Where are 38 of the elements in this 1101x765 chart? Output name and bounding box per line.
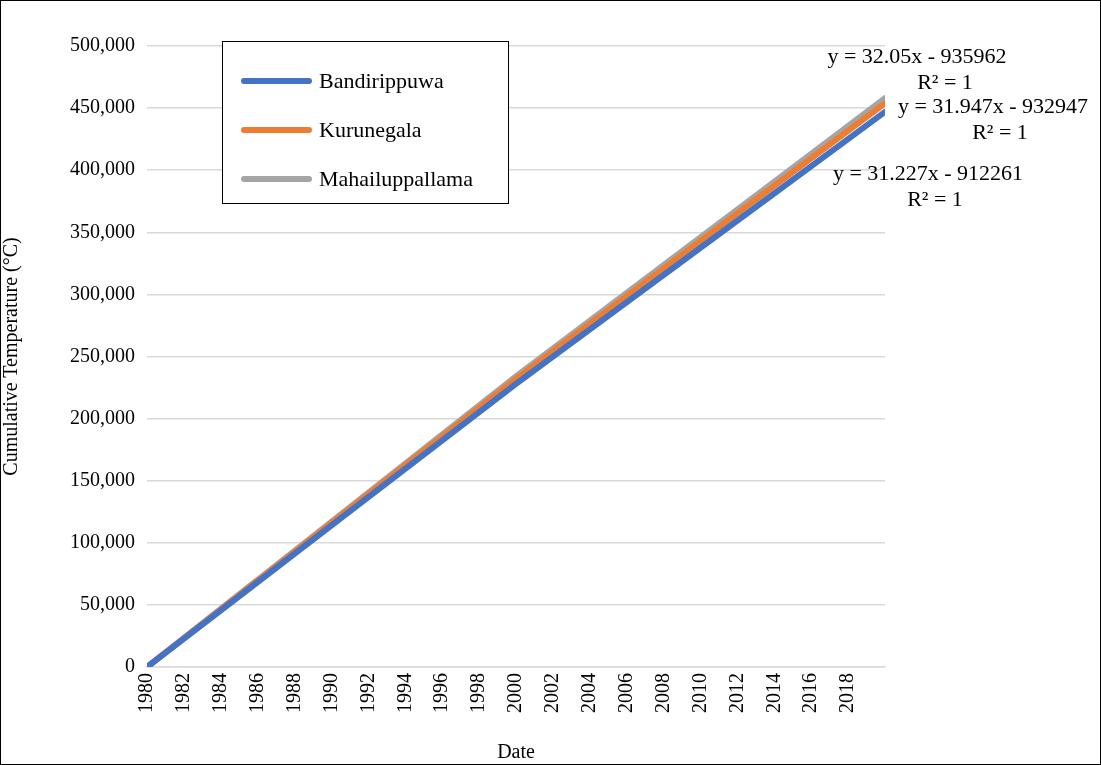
y-tick-label: 0 [125, 654, 135, 677]
legend-label: Kurunegala [319, 116, 422, 143]
x-tick-label: 1994 [392, 673, 415, 713]
y-tick-label: 400,000 [70, 157, 135, 180]
x-tick-label: 1988 [281, 673, 304, 713]
legend-label: Bandirippuwa [319, 67, 444, 94]
y-tick-label: 450,000 [70, 95, 135, 118]
x-tick-label: 2006 [613, 673, 636, 713]
x-tick-label: 2016 [798, 673, 821, 713]
x-tick-label: 2018 [835, 673, 858, 713]
x-tick-label: 2008 [650, 673, 673, 713]
x-tick-label: 2002 [540, 673, 563, 713]
x-tick-label: 2012 [724, 673, 747, 713]
y-axis-title: Cumulative Temperature (°C) [0, 237, 23, 476]
x-tick-label: 2014 [761, 673, 784, 713]
x-tick-label: 2000 [503, 673, 526, 713]
y-tick-label: 200,000 [70, 405, 135, 428]
x-tick-label: 2010 [687, 673, 710, 713]
x-tick-label: 1996 [429, 673, 452, 713]
x-tick-label: 1986 [244, 673, 267, 713]
x-axis-title: Date [497, 740, 535, 763]
x-tick-label: 1982 [171, 673, 194, 713]
annotation: y = 31.227x - 912261 R² = 1 [832, 159, 1024, 211]
y-tick-label: 50,000 [80, 592, 135, 615]
y-tick-label: 350,000 [70, 219, 135, 242]
x-tick-label: 1998 [466, 673, 489, 713]
y-tick-label: 300,000 [70, 281, 135, 304]
x-tick-label: 1984 [208, 673, 231, 713]
x-tick-label: 1990 [318, 673, 341, 713]
x-tick-label: 2004 [577, 673, 600, 713]
y-tick-label: 150,000 [70, 467, 135, 490]
x-tick-label: 1980 [134, 673, 157, 713]
legend-label: Mahailuppallama [319, 165, 473, 192]
text: y = 31.947x - 932947 R² = 1 [897, 92, 1089, 144]
x-tick-label: 1992 [355, 673, 378, 713]
y-tick-label: 250,000 [70, 343, 135, 366]
y-tick-label: 500,000 [70, 33, 135, 56]
y-tick-label: 100,000 [70, 530, 135, 553]
